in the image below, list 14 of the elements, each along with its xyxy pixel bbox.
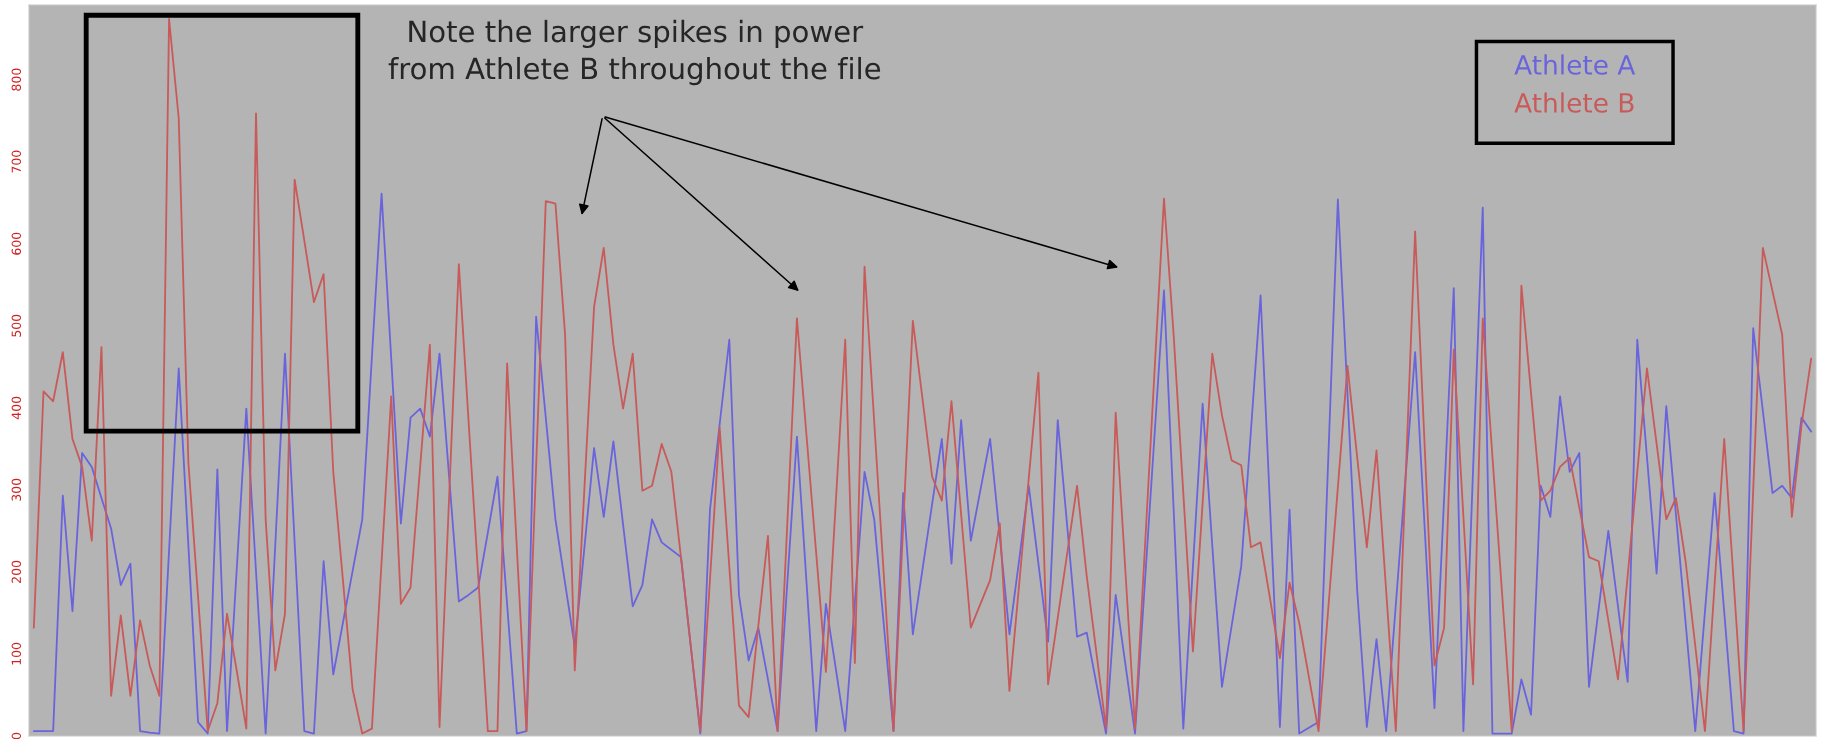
y-tick-label: 700 [11, 150, 22, 173]
text: Athlete A [1514, 54, 1636, 75]
line-series [32, 192, 1813, 735]
y-tick-label: 600 [11, 232, 22, 255]
y-tick-label: 0 [11, 732, 22, 739]
y-tick-label: 200 [11, 560, 22, 583]
line-series [32, 18, 1813, 735]
annotation: Note the larger spikes in power from Athlete B throughout the file [388, 19, 881, 86]
y-tick-label: 800 [11, 68, 22, 91]
y-tick-label: 500 [11, 314, 22, 337]
y-tick-label: 300 [11, 478, 22, 501]
y-tick-label: 400 [11, 396, 22, 420]
text: Athlete B [1514, 92, 1634, 113]
y-tick-label: 100 [11, 642, 22, 665]
